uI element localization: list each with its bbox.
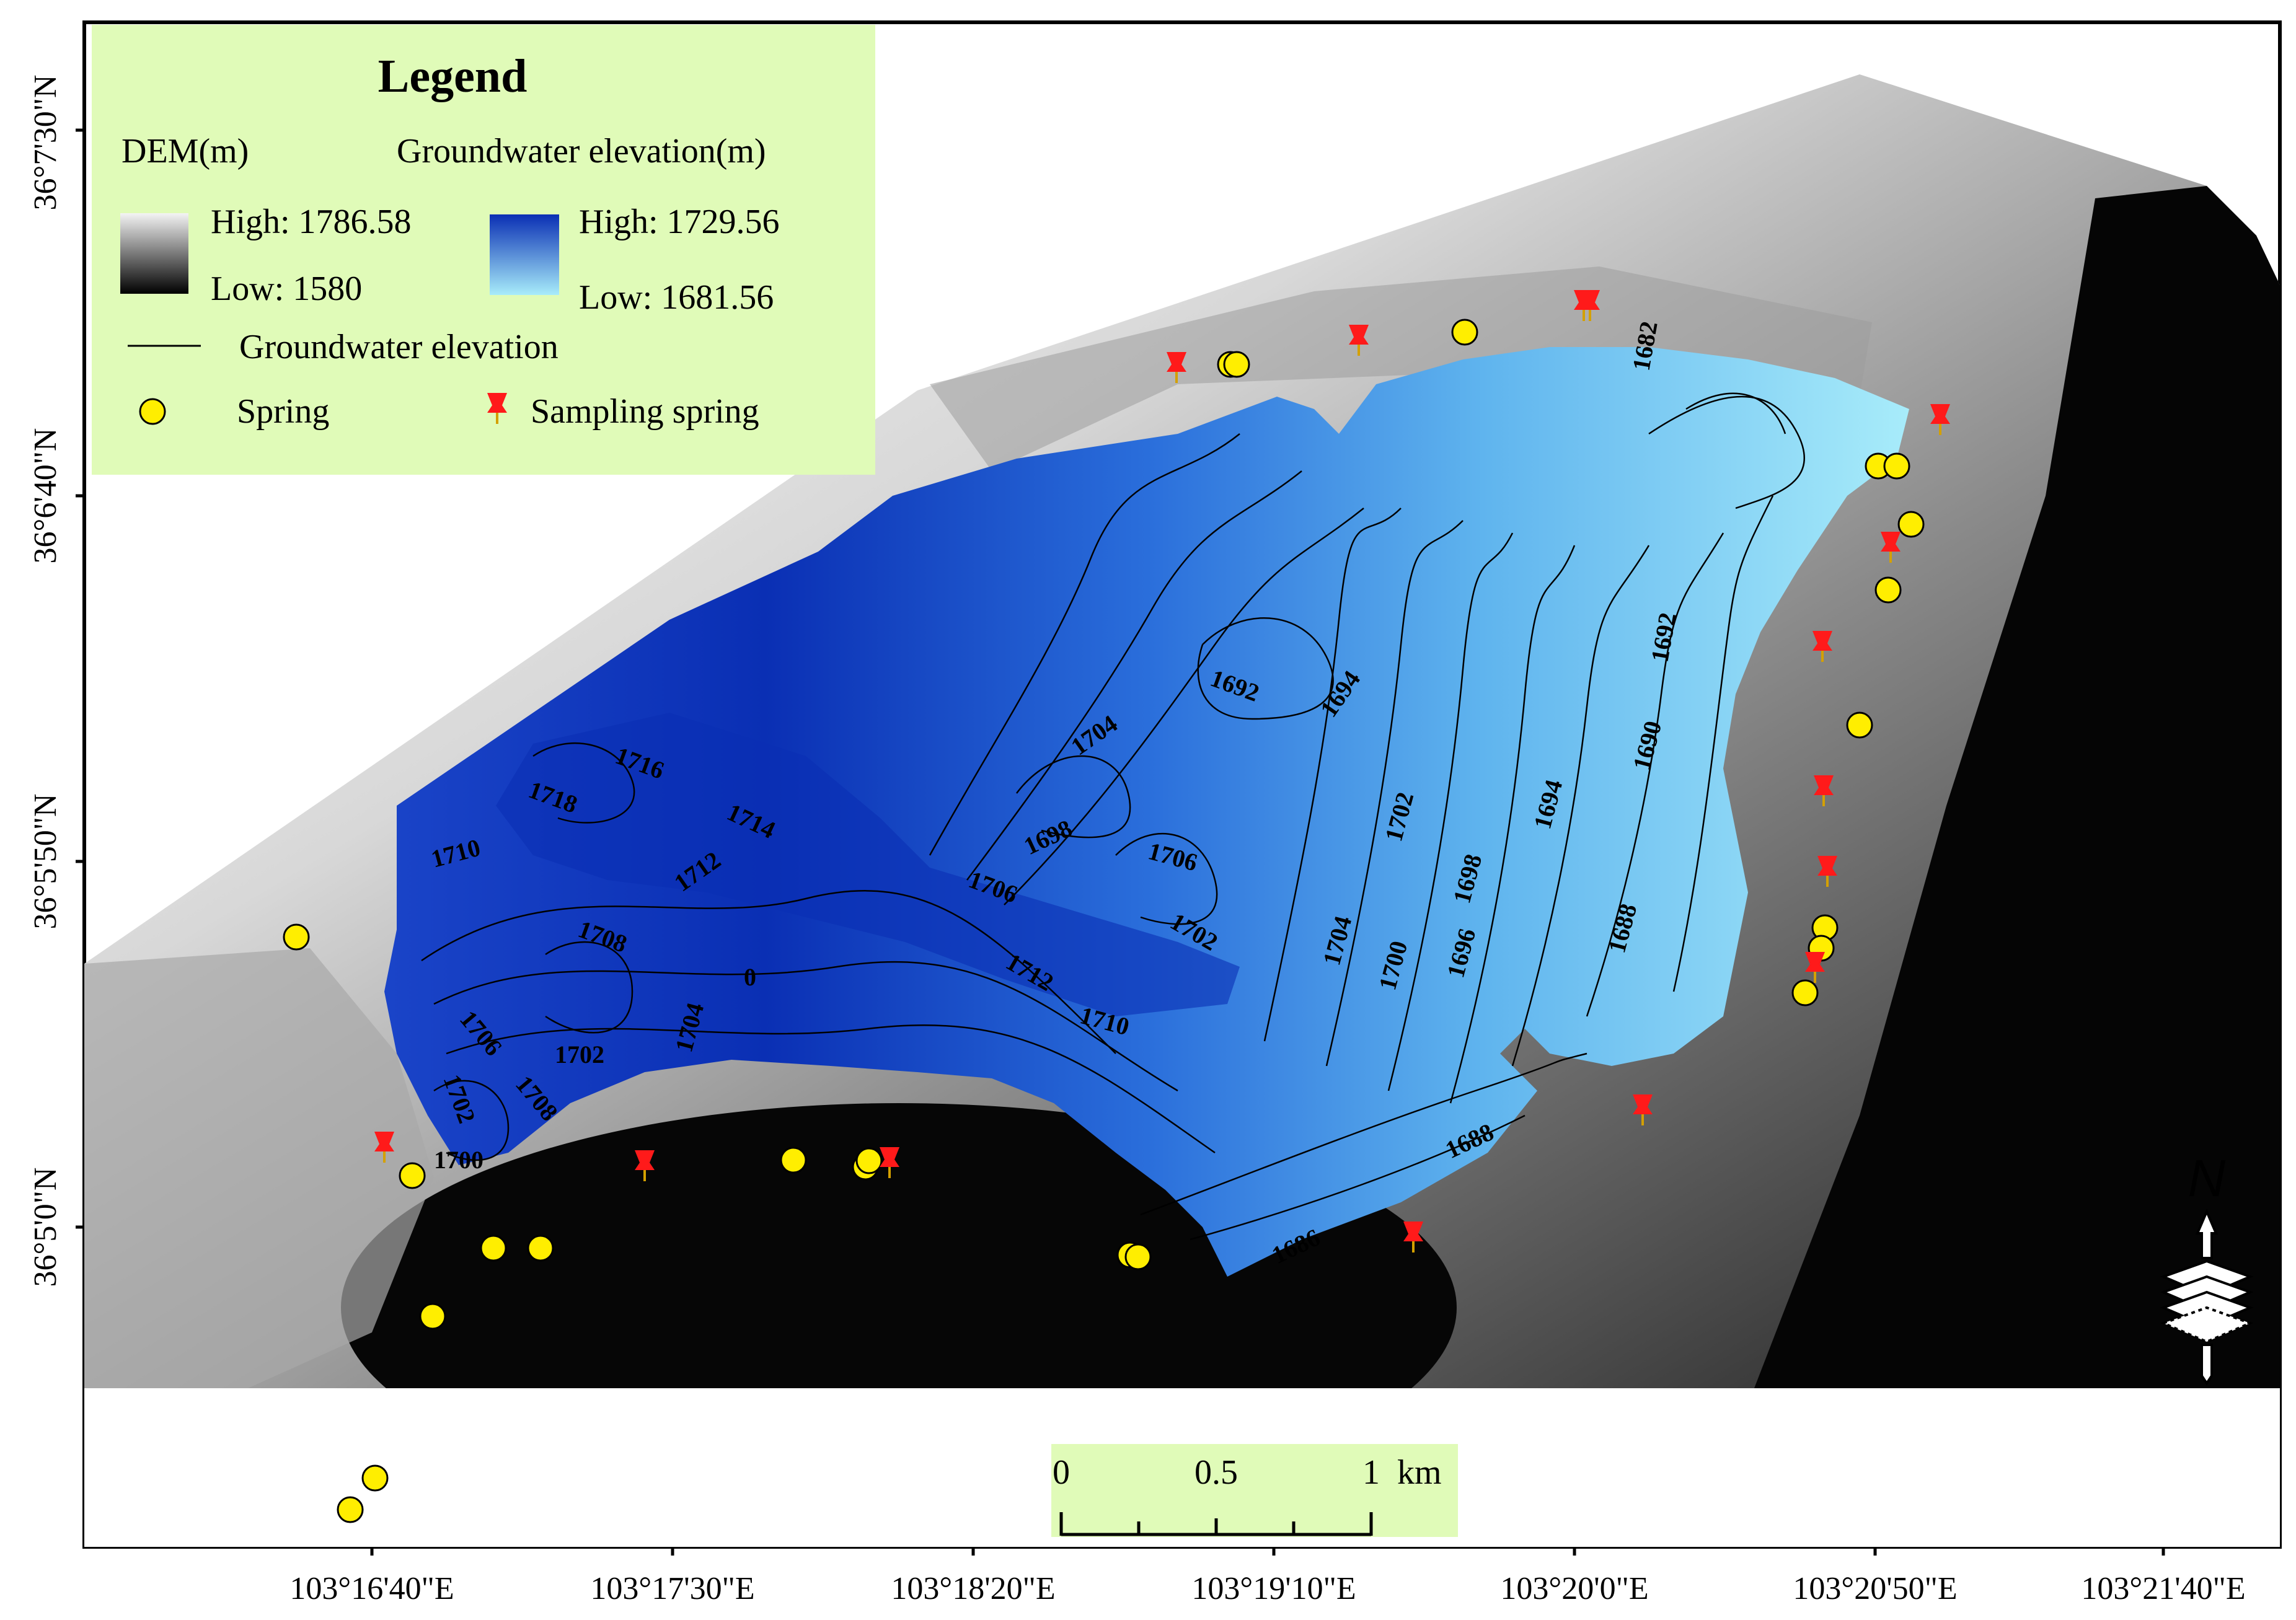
sampling-spring-marker [1805,952,1825,983]
spring-marker [399,1162,426,1189]
legend-gw-high: High: 1729.56 [579,203,780,241]
spring-marker [337,1496,364,1523]
sampling-spring-marker [1403,1222,1423,1252]
spring-marker [419,1303,446,1330]
legend-dem-ramp [120,213,188,294]
sampling-spring-marker [1817,856,1837,887]
groundwater-deep-core [496,713,1240,1016]
sampling-spring-marker [1930,404,1950,435]
scale-unit: km [1397,1453,1442,1492]
longitude-label: 103°21'40"E [2081,1571,2245,1606]
longitude-label: 103°19'10"E [1191,1571,1356,1606]
scale-bar-box [1051,1444,1458,1537]
legend-spring-label: Spring [237,392,329,431]
north-arrow-icon: N [2160,1149,2254,1386]
latitude-label: 36°7'30"N [28,75,63,211]
sampling-spring-marker [880,1147,899,1178]
sampling-spring-marker [1580,290,1600,321]
sampling-spring-marker [635,1150,655,1181]
sampling-spring-marker [1633,1094,1653,1125]
legend-sampling-icon [487,393,507,424]
dem-ridge-southwest [84,948,434,1388]
sampling-spring-marker [1881,532,1901,563]
scale-bar: 0 0.5 1 km [1051,1444,1458,1537]
spring-marker [1124,1243,1152,1270]
legend-box [92,25,875,475]
spring-marker [780,1147,807,1174]
latitude-labels: 36°7'30"N 36°6'40"N 36°5'50"N 36°5'0"N [28,75,63,1287]
longitude-label: 103°20'50"E [1793,1571,1957,1606]
contour-label: 0 [744,963,756,991]
latitude-label: 36°6'40"N [28,428,63,564]
scale-tick-label: 0 [1053,1453,1070,1492]
longitude-label: 103°16'40"E [289,1571,454,1606]
longitude-ticks [370,1547,2165,1556]
sampling-spring-marker [1814,775,1834,806]
spring-marker [527,1235,554,1262]
dem-ridge-north [930,266,1872,471]
latitude-label: 36°5'50"N [28,794,63,930]
spring-marker [1897,511,1925,538]
sampling-spring-marker [1167,352,1186,383]
north-arrow-label: N [2188,1149,2226,1207]
dem-dark-east [1754,186,2280,1388]
spring-marker [1223,351,1250,378]
longitude-labels: 103°16'40"E 103°17'30"E 103°18'20"E 103°… [289,1571,2245,1606]
spring-marker [361,1464,389,1492]
sampling-spring-marker [1813,631,1832,662]
contour-label: 1702 [555,1041,604,1068]
legend-spring-icon [139,398,166,425]
spring-marker [283,923,310,951]
spring-marker [1846,711,1873,739]
spring-marker [1883,452,1910,480]
raster-layers: 1682 1692 1694 1704 1716 1718 1714 1710 … [84,74,2280,1547]
longitude-label: 103°18'20"E [891,1571,1055,1606]
legend-sampling-label: Sampling spring [531,392,759,431]
latitude-ticks [76,128,84,1229]
latitude-label: 36°5'0"N [28,1168,63,1287]
legend-dem-low: Low: 1580 [211,270,362,308]
groundwater-surface [384,347,1909,1277]
legend-gw-heading: Groundwater elevation(m) [397,132,766,170]
spring-marker [1451,319,1478,346]
contour-lines [421,392,1806,1241]
spring-marker [1874,576,1902,604]
spring-marker [855,1147,883,1174]
legend-contour-label: Groundwater elevation [239,328,559,366]
legend-dem-high: High: 1786.58 [211,203,412,241]
legend-dem-heading: DEM(m) [121,132,249,170]
longitude-label: 103°17'30"E [590,1571,754,1606]
spring-marker [1791,979,1819,1006]
legend-gw-ramp [490,214,559,295]
sampling-spring-markers [374,290,1950,1252]
contour-label: 1700 [434,1146,483,1174]
spring-markers [283,319,1925,1523]
scale-tick-label: 1 [1362,1453,1380,1492]
sampling-spring-marker [1349,325,1369,356]
spring-marker [480,1235,507,1262]
scale-tick-label: 0.5 [1194,1453,1238,1492]
sampling-spring-marker [374,1132,394,1163]
longitude-label: 103°20'0"E [1500,1571,1648,1606]
legend-title: Legend [378,50,528,102]
legend: Legend DEM(m) Groundwater elevation(m) H… [92,25,875,475]
legend-gw-low: Low: 1681.56 [579,278,774,317]
